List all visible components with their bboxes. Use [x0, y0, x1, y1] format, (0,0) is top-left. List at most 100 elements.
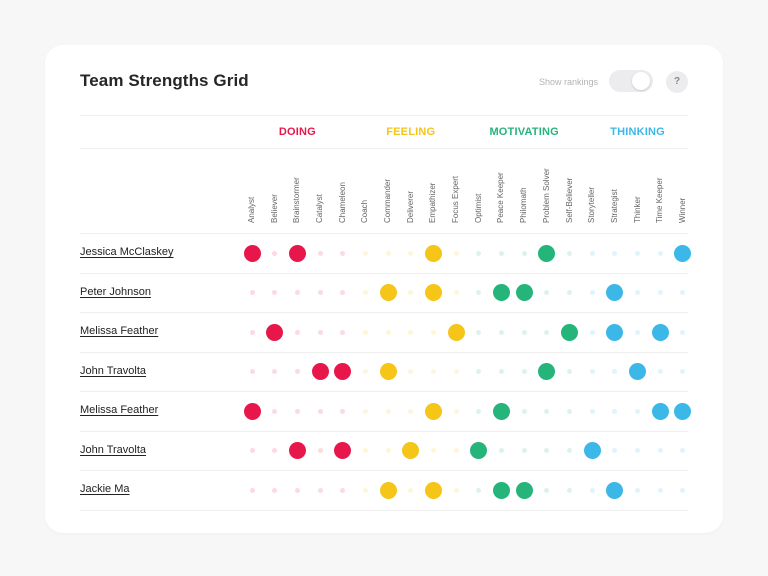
strength-dot-inactive	[408, 329, 414, 335]
strength-dot-inactive	[476, 290, 482, 295]
strength-label-winner: Winner	[677, 197, 687, 223]
toggle-knob	[632, 72, 650, 90]
strength-dot-inactive	[476, 369, 482, 374]
strength-dot-inactive	[680, 329, 686, 335]
strength-dot-active	[561, 323, 579, 341]
strength-dot-inactive	[294, 290, 300, 295]
strength-dot-inactive	[498, 329, 504, 335]
category-header-motivating: MOTIVATING	[489, 126, 559, 138]
strength-dot-active	[379, 363, 397, 380]
strength-dot-inactive	[272, 487, 278, 493]
strength-dot-inactive	[635, 290, 641, 295]
strength-label-time-keeper: Time Keeper	[654, 178, 666, 224]
person-name-link[interactable]: John Travolta	[80, 443, 147, 456]
strength-label-thinker: Thinker	[632, 196, 644, 223]
strength-dot-inactive	[567, 290, 573, 295]
strength-dot-inactive	[408, 290, 414, 295]
strength-dot-inactive	[453, 408, 459, 414]
help-button[interactable]: ?	[666, 71, 688, 93]
strength-dot-active	[606, 481, 624, 499]
strength-dot-active	[266, 323, 284, 341]
strength-label-strategist: Strategist	[609, 189, 621, 223]
strength-dot-inactive	[476, 329, 482, 335]
strength-dot-inactive	[544, 408, 550, 414]
person-name-link[interactable]: Melissa Feather	[80, 325, 159, 337]
strength-dot-inactive	[408, 369, 414, 374]
strength-dot-inactive	[521, 408, 527, 414]
strength-dot-inactive	[430, 369, 436, 374]
strength-dot-active	[288, 442, 306, 459]
strength-label-self-believer: Self-Believer	[564, 178, 576, 223]
strength-dot-inactive	[544, 487, 550, 493]
strength-dot-inactive	[340, 250, 346, 256]
strength-dot-inactive	[521, 369, 527, 374]
strength-dot-inactive	[249, 448, 255, 453]
strength-dot-inactive	[362, 448, 368, 453]
strength-dot-inactive	[680, 290, 686, 295]
strength-dot-inactive	[657, 487, 663, 493]
strength-dot-active	[447, 323, 465, 341]
row-divider	[80, 233, 688, 234]
show-rankings-toggle[interactable]	[609, 70, 653, 92]
strength-dot-inactive	[635, 329, 641, 335]
strength-label-philomath: Philomath	[518, 187, 530, 223]
strength-dot-inactive	[385, 329, 391, 335]
strength-dot-active	[243, 244, 261, 262]
person-name-link[interactable]: John Travolta	[80, 364, 147, 377]
person-name-link[interactable]: Jackie Ma	[80, 483, 130, 495]
strength-dot-inactive	[272, 408, 278, 414]
strength-dot-inactive	[385, 250, 391, 256]
strength-dot-inactive	[635, 250, 641, 256]
person-name-link[interactable]: Peter Johnson	[80, 285, 151, 298]
strength-dot-active	[674, 402, 692, 420]
strength-dot-inactive	[453, 290, 459, 295]
strength-dot-inactive	[317, 329, 323, 335]
strength-dot-inactive	[567, 448, 573, 453]
strength-dot-inactive	[657, 290, 663, 295]
strength-dot-inactive	[317, 290, 323, 295]
strength-dot-active	[651, 402, 669, 420]
strength-dot-inactive	[453, 369, 459, 374]
strength-dot-active	[492, 402, 510, 420]
strength-label-catalyst: Catalyst	[314, 194, 326, 223]
strength-dot-inactive	[408, 250, 414, 256]
strength-dot-inactive	[340, 329, 346, 335]
strength-dot-inactive	[317, 448, 323, 453]
strength-dot-inactive	[340, 408, 346, 414]
row-divider	[80, 351, 688, 353]
strength-dot-inactive	[612, 369, 618, 374]
strength-dot-active	[311, 363, 329, 380]
strength-dot-inactive	[453, 250, 459, 256]
strength-dot-active	[402, 442, 420, 459]
strength-dot-inactive	[544, 329, 550, 335]
strength-dot-inactive	[317, 487, 323, 493]
strength-dot-active	[538, 363, 556, 380]
strength-dot-inactive	[362, 329, 368, 335]
person-name-link[interactable]: Jessica McClaskey	[80, 246, 174, 258]
strength-dot-inactive	[589, 408, 595, 414]
strength-dot-inactive	[612, 250, 618, 256]
strength-dot-inactive	[657, 369, 663, 374]
strength-dot-active	[334, 363, 352, 380]
strength-dot-inactive	[589, 250, 595, 256]
strength-dot-inactive	[430, 448, 436, 453]
strength-dot-active	[243, 402, 261, 420]
person-name-link[interactable]: Melissa Feather	[80, 404, 159, 416]
row-divider	[80, 272, 688, 274]
strength-dot-inactive	[567, 408, 573, 414]
strength-dot-inactive	[249, 487, 255, 493]
strength-dot-inactive	[294, 408, 300, 414]
strength-dot-inactive	[635, 408, 641, 414]
strength-dot-inactive	[589, 369, 595, 374]
strength-dot-active	[515, 481, 533, 499]
strength-dot-inactive	[408, 408, 414, 414]
strength-dot-inactive	[294, 329, 300, 335]
show-rankings-label: Show rankings	[538, 77, 598, 87]
strength-label-deliverer: Deliverer	[405, 191, 417, 223]
strength-dot-active	[606, 323, 624, 341]
strength-dot-active	[470, 442, 488, 459]
strength-dot-inactive	[521, 250, 527, 256]
strength-dot-inactive	[589, 329, 595, 335]
strength-dot-inactive	[589, 290, 595, 295]
category-header-doing: DOING	[278, 126, 316, 138]
